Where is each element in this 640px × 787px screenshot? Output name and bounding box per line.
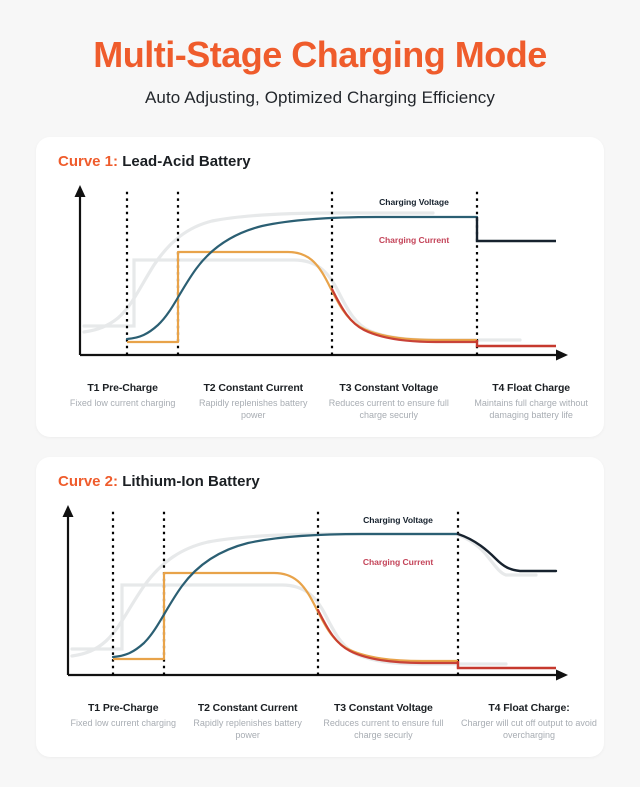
stage-title-t1-2: T1 Pre-Charge	[87, 702, 159, 714]
charging-current-cutoff-step-2	[456, 661, 556, 670]
stage-desc-t4-2: Charger will cut off output to avoid ove…	[461, 718, 597, 741]
chart-lead-acid: Charging Voltage Charging Current	[36, 179, 604, 377]
stage-title-t3-2: T3 Constant Voltage	[333, 702, 433, 714]
stage-item-t2-2: T2 Constant Current Rapidly replenishes …	[182, 702, 312, 742]
page-subtitle: Auto Adjusting, Optimized Charging Effic…	[144, 88, 496, 108]
chart-shadow-group-1	[82, 211, 522, 342]
stage-desc-t3-2: Reduces current to ensure full charge se…	[323, 718, 444, 741]
stage-title-t1-1: T1 Pre-Charge	[87, 382, 158, 394]
card-title-2: Curve 2: Lithium-Ion Battery	[58, 473, 260, 490]
curve-number-label-2: Curve 2:	[58, 473, 119, 490]
charging-voltage-curve-2	[111, 532, 460, 659]
charging-voltage-decay-2	[456, 532, 558, 573]
legend-charging-current-2: Charging Current	[363, 557, 434, 567]
stage-desc-t2-1: Rapidly replenishes battery power	[199, 398, 308, 421]
stage-title-t3-1: T3 Constant Voltage	[339, 382, 439, 394]
charging-current-float-step-1	[475, 340, 556, 348]
battery-type-label-2: Lithium-Ion Battery	[118, 473, 260, 490]
stage-desc-t4-1: Maintains full charge without damaging b…	[474, 398, 588, 421]
y-axis-1	[74, 185, 86, 355]
chart-shadow-group-2	[70, 532, 538, 666]
stage-desc-t3-1: Reduces current to ensure full charge se…	[328, 398, 449, 421]
stage-title-t4-2: T4 Float Charge:	[488, 702, 570, 714]
stage-title-t4-1: T4 Float Charge	[492, 382, 571, 394]
charging-current-taper-1	[330, 287, 479, 344]
x-axis-1	[80, 349, 568, 361]
legend-charging-voltage-1: Charging Voltage	[379, 197, 449, 207]
curve-card-lithium-ion: Curve 2: Lithium-Ion Battery	[36, 457, 604, 757]
stage-label-row-1: T1 Pre-Charge Fixed low current charging…	[36, 382, 604, 422]
stage-item-t3-1: T3 Constant Voltage Reduces current to e…	[319, 382, 458, 422]
card-title-1: Curve 1: Lead-Acid Battery	[58, 153, 251, 170]
curve-number-label-1: Curve 1:	[58, 153, 119, 170]
page-title: Multi-Stage Charging Mode	[93, 34, 547, 75]
stage-item-t4-1: T4 Float Charge Maintains full charge wi…	[458, 382, 604, 422]
charging-voltage-curve-1	[125, 215, 479, 341]
charging-current-taper-2	[316, 608, 460, 665]
stage-desc-t1-2: Fixed low current charging	[70, 718, 177, 728]
stage-item-t1-1: T1 Pre-Charge Fixed low current charging	[58, 382, 187, 422]
y-axis-2	[62, 505, 74, 675]
chart-lithium-ion: Charging Voltage Charging Current	[36, 499, 604, 697]
chart-svg-2: Charging Voltage Charging Current	[62, 505, 568, 681]
battery-type-label-1: Lead-Acid Battery	[118, 153, 251, 170]
stage-item-t2-1: T2 Constant Current Rapidly replenishes …	[187, 382, 319, 422]
stage-desc-t1-1: Fixed low current charging	[69, 398, 176, 408]
charging-voltage-float-step-1	[475, 217, 556, 243]
stage-title-t2-2: T2 Constant Current	[197, 702, 298, 714]
legend-charging-current-1: Charging Current	[379, 235, 450, 245]
stage-item-t3-2: T3 Constant Voltage Reduces current to e…	[313, 702, 454, 742]
chart-svg-1: Charging Voltage Charging Current	[74, 185, 568, 361]
page-header: Multi-Stage Charging Mode Auto Adjusting…	[0, 34, 640, 108]
stage-item-t1-2: T1 Pre-Charge Fixed low current charging	[64, 702, 182, 742]
curve-card-lead-acid: Curve 1: Lead-Acid Battery	[36, 137, 604, 437]
x-axis-2	[68, 669, 568, 681]
stage-item-t4-2: T4 Float Charge: Charger will cut off ou…	[454, 702, 604, 742]
legend-charging-voltage-2: Charging Voltage	[363, 515, 433, 525]
stage-title-t2-1: T2 Constant Current	[203, 382, 304, 394]
stage-label-row-2: T1 Pre-Charge Fixed low current charging…	[36, 702, 604, 742]
stage-desc-t2-2: Rapidly replenishes battery power	[193, 718, 302, 741]
